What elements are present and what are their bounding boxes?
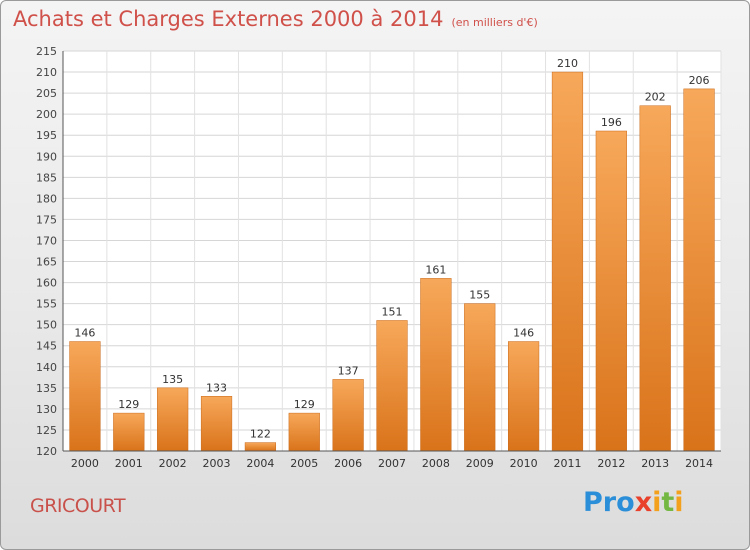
y-tick-label: 170 bbox=[36, 234, 57, 247]
bar bbox=[376, 320, 408, 452]
x-tick-label: 2007 bbox=[378, 457, 406, 470]
bar-value-label: 146 bbox=[513, 327, 534, 340]
proxiti-logo: Proxiti bbox=[583, 487, 684, 518]
bar-value-label: 129 bbox=[294, 398, 315, 411]
y-tick-label: 155 bbox=[36, 298, 57, 311]
y-tick-label: 165 bbox=[36, 256, 57, 269]
x-tick-label: 2001 bbox=[115, 457, 143, 470]
x-tick-label: 2005 bbox=[290, 457, 318, 470]
x-tick-label: 2013 bbox=[641, 457, 669, 470]
bar-value-label: 137 bbox=[338, 364, 359, 377]
logo-letter: t bbox=[661, 487, 675, 518]
y-tick-label: 145 bbox=[36, 340, 57, 353]
bar bbox=[157, 387, 189, 452]
chart-title: Achats et Charges Externes 2000 à 2014 bbox=[13, 7, 444, 31]
bar bbox=[464, 303, 496, 452]
bar bbox=[639, 105, 671, 452]
y-tick-label: 175 bbox=[36, 213, 57, 226]
bar bbox=[683, 88, 715, 452]
logo-letter: i bbox=[652, 487, 662, 518]
y-tick-label: 135 bbox=[36, 382, 57, 395]
commune-name: GRICOURT bbox=[30, 495, 126, 517]
bar bbox=[244, 442, 277, 452]
x-tick-label: 2002 bbox=[159, 457, 187, 470]
chart-subtitle: (en milliers d'€) bbox=[451, 16, 538, 29]
bar bbox=[200, 396, 233, 452]
y-tick-label: 120 bbox=[36, 445, 57, 458]
y-tick-label: 195 bbox=[36, 129, 57, 142]
x-tick-label: 2011 bbox=[553, 457, 581, 470]
bar bbox=[69, 341, 101, 452]
logo-letter: x bbox=[634, 487, 653, 518]
chart-title-block: Achats et Charges Externes 2000 à 2014 (e… bbox=[13, 7, 538, 31]
bar-value-label: 196 bbox=[601, 116, 622, 129]
bar-value-label: 129 bbox=[118, 398, 139, 411]
y-tick-label: 140 bbox=[36, 361, 57, 374]
x-tick-label: 2004 bbox=[246, 457, 274, 470]
bar bbox=[507, 341, 540, 452]
bar bbox=[551, 71, 584, 452]
y-tick-label: 130 bbox=[36, 403, 57, 416]
bar-value-label: 135 bbox=[162, 373, 183, 386]
x-tick-label: 2010 bbox=[510, 457, 538, 470]
x-tick-label: 2008 bbox=[422, 457, 450, 470]
bar-value-label: 202 bbox=[645, 91, 666, 104]
bar-value-label: 122 bbox=[250, 428, 271, 441]
logo-letter: P bbox=[583, 487, 603, 518]
y-tick-label: 160 bbox=[36, 277, 57, 290]
y-tick-label: 190 bbox=[36, 150, 57, 163]
bar-value-label: 210 bbox=[557, 57, 578, 70]
x-tick-label: 2006 bbox=[334, 457, 362, 470]
logo-letter: i bbox=[674, 487, 684, 518]
y-tick-label: 180 bbox=[36, 192, 57, 205]
y-tick-label: 185 bbox=[36, 171, 57, 184]
x-tick-label: 2012 bbox=[597, 457, 625, 470]
bar-value-label: 155 bbox=[469, 289, 490, 302]
bar bbox=[332, 379, 364, 452]
x-tick-label: 2009 bbox=[466, 457, 494, 470]
bar bbox=[113, 412, 145, 452]
y-tick-label: 200 bbox=[36, 108, 57, 121]
x-tick-label: 2000 bbox=[71, 457, 99, 470]
y-tick-label: 205 bbox=[36, 87, 57, 100]
logo-letter: o bbox=[616, 487, 635, 518]
x-tick-label: 2014 bbox=[685, 457, 713, 470]
x-tick-label: 2003 bbox=[203, 457, 231, 470]
bar-value-label: 206 bbox=[689, 74, 710, 87]
y-tick-label: 210 bbox=[36, 66, 57, 79]
bar bbox=[595, 130, 627, 452]
bar-value-label: 146 bbox=[74, 327, 95, 340]
y-tick-label: 215 bbox=[36, 45, 57, 58]
bar bbox=[420, 278, 452, 452]
bar-value-label: 133 bbox=[206, 381, 227, 394]
y-tick-label: 150 bbox=[36, 319, 57, 332]
logo-letter: r bbox=[602, 487, 617, 518]
bar-value-label: 161 bbox=[425, 263, 446, 276]
y-tick-label: 125 bbox=[36, 424, 57, 437]
bar-value-label: 151 bbox=[382, 305, 403, 318]
bar bbox=[288, 412, 320, 452]
